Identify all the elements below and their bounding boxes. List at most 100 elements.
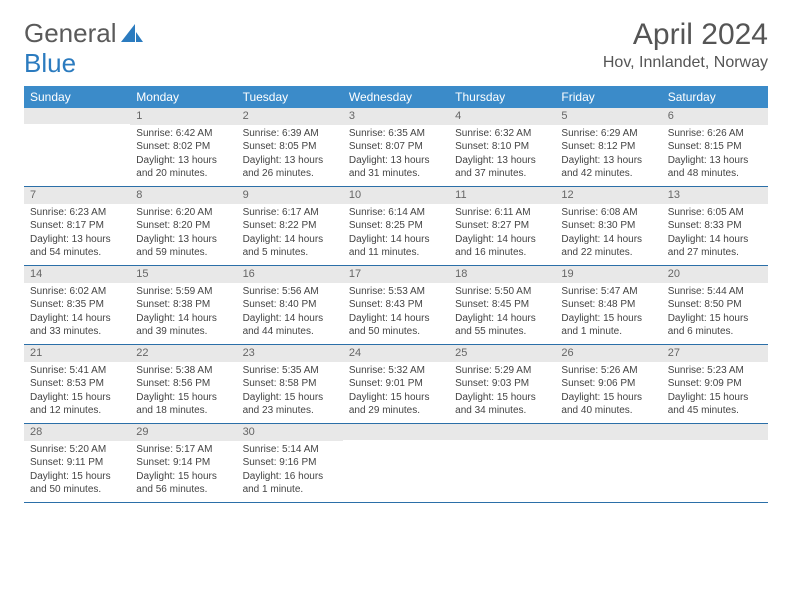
day-cell: 20Sunrise: 5:44 AMSunset: 8:50 PMDayligh…	[662, 266, 768, 344]
day-cell: 26Sunrise: 5:26 AMSunset: 9:06 PMDayligh…	[555, 345, 661, 423]
day-daylight1: Daylight: 15 hours	[349, 391, 443, 405]
day-daylight1: Daylight: 16 hours	[243, 470, 337, 484]
day-cell: 27Sunrise: 5:23 AMSunset: 9:09 PMDayligh…	[662, 345, 768, 423]
day-body: Sunrise: 5:29 AMSunset: 9:03 PMDaylight:…	[449, 362, 555, 422]
day-body: Sunrise: 6:35 AMSunset: 8:07 PMDaylight:…	[343, 125, 449, 185]
day-daylight1: Daylight: 14 hours	[349, 233, 443, 247]
day-daylight1: Daylight: 13 hours	[136, 154, 230, 168]
day-cell: 7Sunrise: 6:23 AMSunset: 8:17 PMDaylight…	[24, 187, 130, 265]
day-daylight2: and 16 minutes.	[455, 246, 549, 260]
day-number: 14	[24, 266, 130, 283]
day-number: 6	[662, 108, 768, 125]
day-daylight1: Daylight: 15 hours	[561, 312, 655, 326]
day-body: Sunrise: 5:59 AMSunset: 8:38 PMDaylight:…	[130, 283, 236, 343]
day-body: Sunrise: 6:39 AMSunset: 8:05 PMDaylight:…	[237, 125, 343, 185]
day-number: 22	[130, 345, 236, 362]
day-daylight1: Daylight: 14 hours	[349, 312, 443, 326]
day-number: 18	[449, 266, 555, 283]
day-daylight1: Daylight: 14 hours	[243, 312, 337, 326]
day-sunset: Sunset: 8:45 PM	[455, 298, 549, 312]
day-sunrise: Sunrise: 5:41 AM	[30, 364, 124, 378]
day-daylight1: Daylight: 13 hours	[349, 154, 443, 168]
day-body: Sunrise: 5:50 AMSunset: 8:45 PMDaylight:…	[449, 283, 555, 343]
weekday-header: Wednesday	[343, 86, 449, 108]
day-cell: 12Sunrise: 6:08 AMSunset: 8:30 PMDayligh…	[555, 187, 661, 265]
day-number: 8	[130, 187, 236, 204]
day-cell: 18Sunrise: 5:50 AMSunset: 8:45 PMDayligh…	[449, 266, 555, 344]
day-sunset: Sunset: 9:01 PM	[349, 377, 443, 391]
day-body: Sunrise: 6:26 AMSunset: 8:15 PMDaylight:…	[662, 125, 768, 185]
day-sunrise: Sunrise: 6:39 AM	[243, 127, 337, 141]
day-sunrise: Sunrise: 5:50 AM	[455, 285, 549, 299]
day-number: 30	[237, 424, 343, 441]
day-sunrise: Sunrise: 5:26 AM	[561, 364, 655, 378]
day-number: 9	[237, 187, 343, 204]
day-body: Sunrise: 5:20 AMSunset: 9:11 PMDaylight:…	[24, 441, 130, 501]
day-cell: 25Sunrise: 5:29 AMSunset: 9:03 PMDayligh…	[449, 345, 555, 423]
day-sunset: Sunset: 8:12 PM	[561, 140, 655, 154]
day-sunset: Sunset: 8:56 PM	[136, 377, 230, 391]
day-body: Sunrise: 6:02 AMSunset: 8:35 PMDaylight:…	[24, 283, 130, 343]
logo-sail-icon	[121, 18, 143, 49]
day-daylight1: Daylight: 15 hours	[561, 391, 655, 405]
day-cell: 19Sunrise: 5:47 AMSunset: 8:48 PMDayligh…	[555, 266, 661, 344]
day-cell: 4Sunrise: 6:32 AMSunset: 8:10 PMDaylight…	[449, 108, 555, 186]
day-daylight2: and 27 minutes.	[668, 246, 762, 260]
day-number: 19	[555, 266, 661, 283]
day-cell: 14Sunrise: 6:02 AMSunset: 8:35 PMDayligh…	[24, 266, 130, 344]
day-cell: 28Sunrise: 5:20 AMSunset: 9:11 PMDayligh…	[24, 424, 130, 502]
day-sunset: Sunset: 8:22 PM	[243, 219, 337, 233]
day-sunrise: Sunrise: 5:35 AM	[243, 364, 337, 378]
day-sunrise: Sunrise: 5:32 AM	[349, 364, 443, 378]
day-daylight2: and 59 minutes.	[136, 246, 230, 260]
day-daylight2: and 50 minutes.	[30, 483, 124, 497]
day-cell: 3Sunrise: 6:35 AMSunset: 8:07 PMDaylight…	[343, 108, 449, 186]
weekday-header: Tuesday	[237, 86, 343, 108]
day-cell: 23Sunrise: 5:35 AMSunset: 8:58 PMDayligh…	[237, 345, 343, 423]
day-daylight1: Daylight: 15 hours	[136, 470, 230, 484]
day-daylight1: Daylight: 13 hours	[136, 233, 230, 247]
day-cell: 15Sunrise: 5:59 AMSunset: 8:38 PMDayligh…	[130, 266, 236, 344]
day-sunset: Sunset: 8:50 PM	[668, 298, 762, 312]
day-daylight2: and 39 minutes.	[136, 325, 230, 339]
day-sunset: Sunset: 8:33 PM	[668, 219, 762, 233]
day-daylight2: and 1 minute.	[561, 325, 655, 339]
weekday-header: Monday	[130, 86, 236, 108]
day-daylight2: and 42 minutes.	[561, 167, 655, 181]
day-cell: 29Sunrise: 5:17 AMSunset: 9:14 PMDayligh…	[130, 424, 236, 502]
day-body: Sunrise: 5:23 AMSunset: 9:09 PMDaylight:…	[662, 362, 768, 422]
day-cell: 13Sunrise: 6:05 AMSunset: 8:33 PMDayligh…	[662, 187, 768, 265]
day-daylight2: and 50 minutes.	[349, 325, 443, 339]
day-number: 2	[237, 108, 343, 125]
day-body	[555, 440, 661, 446]
day-daylight1: Daylight: 15 hours	[30, 391, 124, 405]
day-sunrise: Sunrise: 6:26 AM	[668, 127, 762, 141]
day-body: Sunrise: 6:23 AMSunset: 8:17 PMDaylight:…	[24, 204, 130, 264]
day-sunrise: Sunrise: 6:14 AM	[349, 206, 443, 220]
day-sunrise: Sunrise: 6:20 AM	[136, 206, 230, 220]
location: Hov, Innlandet, Norway	[603, 54, 768, 72]
day-sunrise: Sunrise: 6:42 AM	[136, 127, 230, 141]
day-number	[24, 108, 130, 124]
day-cell: 1Sunrise: 6:42 AMSunset: 8:02 PMDaylight…	[130, 108, 236, 186]
day-daylight2: and 40 minutes.	[561, 404, 655, 418]
day-sunrise: Sunrise: 5:47 AM	[561, 285, 655, 299]
day-sunrise: Sunrise: 6:08 AM	[561, 206, 655, 220]
day-cell: 24Sunrise: 5:32 AMSunset: 9:01 PMDayligh…	[343, 345, 449, 423]
day-cell: 9Sunrise: 6:17 AMSunset: 8:22 PMDaylight…	[237, 187, 343, 265]
day-daylight2: and 11 minutes.	[349, 246, 443, 260]
day-daylight1: Daylight: 15 hours	[668, 391, 762, 405]
day-number: 27	[662, 345, 768, 362]
day-cell	[24, 108, 130, 186]
day-daylight1: Daylight: 13 hours	[561, 154, 655, 168]
day-body: Sunrise: 5:41 AMSunset: 8:53 PMDaylight:…	[24, 362, 130, 422]
day-daylight1: Daylight: 15 hours	[668, 312, 762, 326]
day-number: 3	[343, 108, 449, 125]
day-daylight2: and 6 minutes.	[668, 325, 762, 339]
day-sunset: Sunset: 8:25 PM	[349, 219, 443, 233]
day-daylight1: Daylight: 14 hours	[455, 312, 549, 326]
day-daylight2: and 18 minutes.	[136, 404, 230, 418]
day-cell	[343, 424, 449, 502]
day-body: Sunrise: 5:35 AMSunset: 8:58 PMDaylight:…	[237, 362, 343, 422]
week-row: 28Sunrise: 5:20 AMSunset: 9:11 PMDayligh…	[24, 424, 768, 503]
